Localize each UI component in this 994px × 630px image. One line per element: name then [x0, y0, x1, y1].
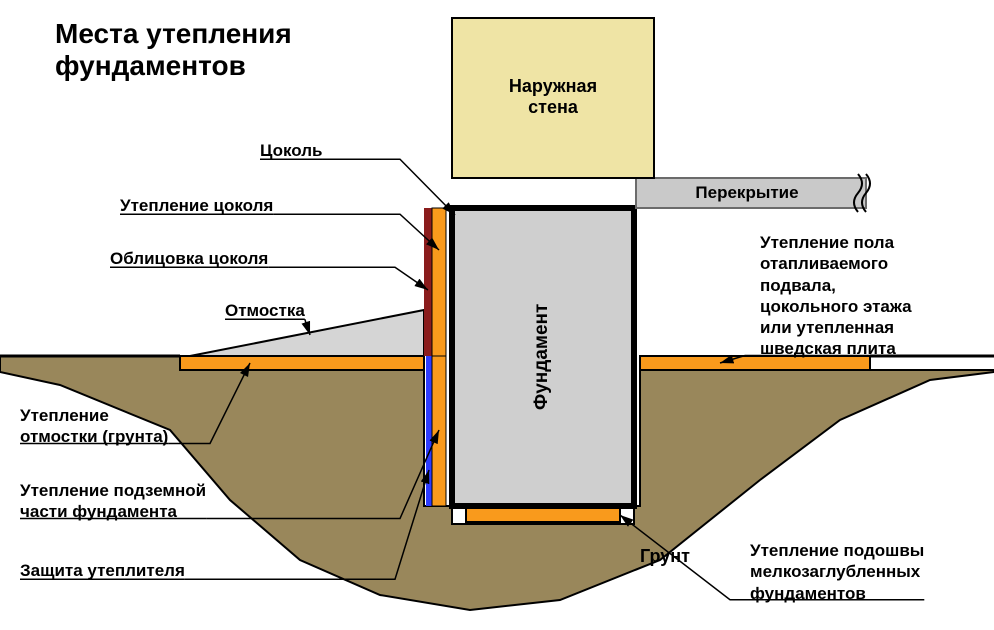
slab-label: Перекрытие	[636, 183, 858, 203]
callout-clad: Облицовка цоколя	[110, 248, 268, 269]
callout-protect: Защита утеплителя	[20, 560, 185, 581]
ground-label: Грунт	[640, 545, 690, 568]
callout-otm_ins: Утепление отмостки (грунта)	[20, 405, 168, 448]
diagram-title: Места утепления фундаментов	[55, 18, 292, 82]
callout-ug_ins: Утепление подземной части фундамента	[20, 480, 206, 523]
callout-floor_ins: Утепление пола отапливаемого подвала, цо…	[760, 232, 912, 360]
callout-sole_ins: Утепление подошвы мелкозаглубленных фунд…	[750, 540, 924, 604]
foundation-label: Фундамент	[531, 268, 553, 446]
callout-otmostka: Отмостка	[225, 300, 305, 321]
wall-label: Наружная стена	[452, 76, 654, 118]
callout-plinth: Цоколь	[260, 140, 323, 161]
callout-plinth_ins: Утепление цоколя	[120, 195, 273, 216]
